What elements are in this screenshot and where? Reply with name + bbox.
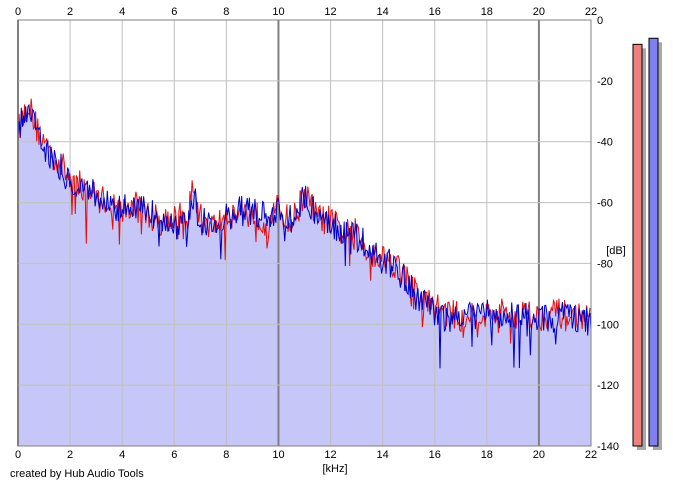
x-tick-bottom-6: 6 (171, 449, 177, 461)
y-tick-minus-20: -20 (597, 76, 613, 88)
x-tick-bottom-14: 14 (377, 449, 389, 461)
level-meter (632, 37, 662, 450)
x-tick-top-12: 12 (324, 6, 336, 18)
x-tick-top-4: 4 (119, 6, 125, 18)
x-tick-top-0: 0 (15, 6, 21, 18)
y-tick-minus-40: -40 (597, 137, 613, 149)
x-tick-top-14: 14 (377, 6, 389, 18)
x-tick-bottom-18: 18 (481, 449, 493, 461)
x-tick-bottom-0: 0 (15, 449, 21, 461)
y-tick-minus-100: -100 (597, 319, 619, 331)
y-tick-minus-80: -80 (597, 258, 613, 270)
y-axis-label: [dB] (606, 245, 626, 257)
x-tick-top-10: 10 (272, 6, 284, 18)
x-tick-bottom-20: 20 (533, 449, 545, 461)
y-tick-minus-120: -120 (597, 380, 619, 392)
x-tick-bottom-2: 2 (67, 449, 73, 461)
y-tick-minus-140: -140 (597, 441, 619, 453)
x-tick-top-18: 18 (481, 6, 493, 18)
x-tick-top-22: 22 (585, 6, 597, 18)
series-left-channel (17, 98, 592, 344)
x-tick-top-16: 16 (429, 6, 441, 18)
x-tick-top-2: 2 (67, 6, 73, 18)
x-tick-bottom-8: 8 (223, 449, 229, 461)
y-tick-0: 0 (597, 15, 603, 27)
meter-bar-left (632, 43, 643, 447)
x-tick-bottom-10: 10 (272, 449, 284, 461)
y-tick-minus-60: -60 (597, 198, 613, 210)
plot-border (17, 19, 592, 447)
series-right-channel (17, 103, 592, 369)
x-axis-label: [kHz] (322, 463, 347, 475)
x-tick-top-8: 8 (223, 6, 229, 18)
x-tick-bottom-22: 22 (585, 449, 597, 461)
x-tick-top-6: 6 (171, 6, 177, 18)
x-tick-bottom-16: 16 (429, 449, 441, 461)
x-tick-bottom-4: 4 (119, 449, 125, 461)
meter-bar-right (648, 37, 659, 447)
x-tick-top-20: 20 (533, 6, 545, 18)
x-tick-bottom-12: 12 (324, 449, 336, 461)
spectrum-fill (18, 98, 591, 446)
credit-text: created by Hub Audio Tools (10, 468, 144, 480)
